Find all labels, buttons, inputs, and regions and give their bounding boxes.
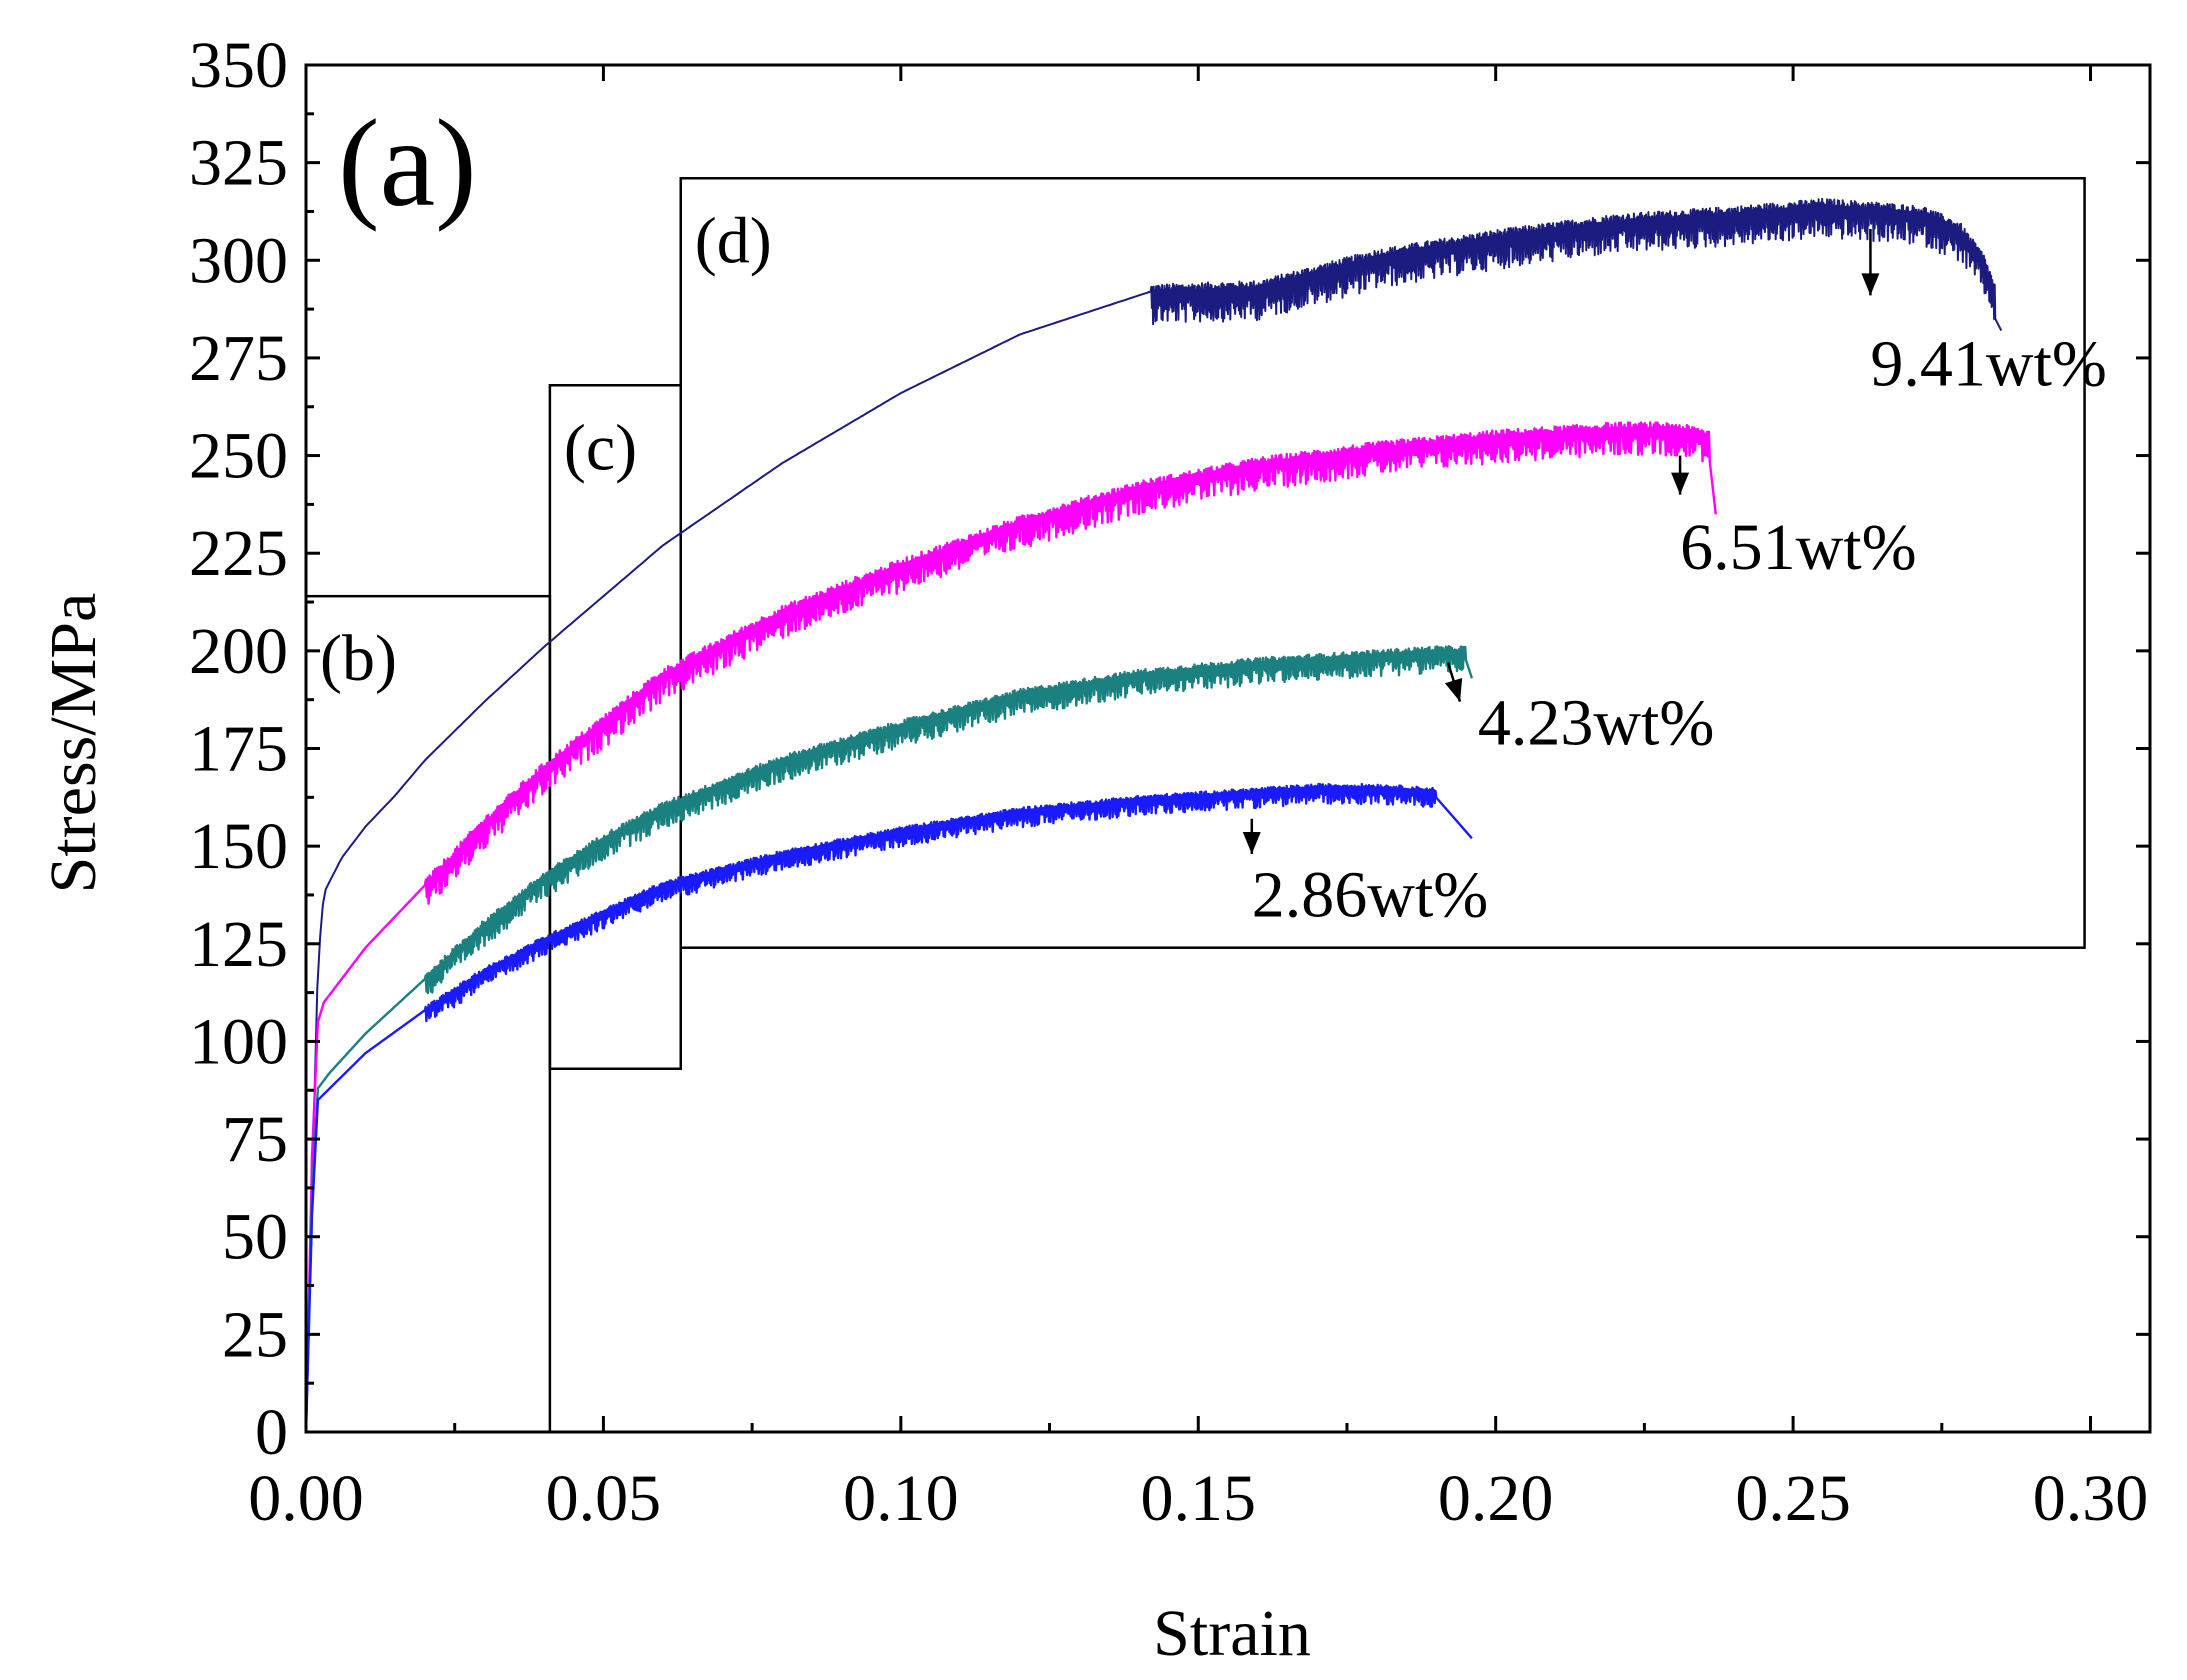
annotation-arrow-head [1861, 273, 1880, 296]
series-2-86wt- [304, 782, 1473, 1433]
series-annotation-label: 2.86wt% [1252, 858, 1488, 931]
region-label: (b) [320, 622, 397, 695]
y-tick-label: 350 [189, 29, 288, 102]
series-line [304, 782, 1473, 1433]
series-annotation-label: 6.51wt% [1680, 511, 1916, 584]
series-line [304, 421, 1717, 1433]
y-tick-label: 300 [189, 224, 288, 297]
series-9-41wt- [305, 197, 2003, 1433]
series-4-23wt- [304, 645, 1474, 1433]
series-annotations: 9.41wt% 6.51wt% 4.23wt% 2.86wt% [1242, 229, 2107, 931]
y-tick-label: 75 [222, 1103, 288, 1176]
x-tick-label: 0.25 [1735, 1462, 1851, 1535]
series-curves [304, 197, 2003, 1433]
annotation-arrow-head [1671, 472, 1690, 495]
y-axis-title: Stress/MPa [37, 593, 110, 894]
y-tick-label: 200 [189, 615, 288, 688]
region-box-d [679, 177, 2086, 949]
annotation-arrow-head [1242, 831, 1261, 854]
region-label: (c) [564, 411, 637, 484]
x-tick-label: 0.00 [248, 1462, 364, 1535]
series-annotation-label: 9.41wt% [1870, 327, 2106, 400]
y-tick-label: 250 [189, 420, 288, 493]
x-tick-label: 0.10 [843, 1462, 959, 1535]
y-tick-label: 50 [222, 1201, 288, 1274]
series-line [304, 645, 1474, 1433]
y-tick-label: 25 [222, 1298, 288, 1371]
x-tick-label: 0.05 [546, 1462, 662, 1535]
y-tick-label: 125 [189, 908, 288, 981]
y-tick-label: 0 [255, 1396, 288, 1469]
axes: 0 25 50 75 100 125 150 175 200 225 250 275 300 325 350… [189, 29, 2152, 1535]
panel-label: (a) [338, 95, 477, 233]
y-tick-label: 325 [189, 127, 288, 200]
x-axis-title: Strain [1153, 1597, 1311, 1670]
series-6-51wt- [304, 421, 1717, 1433]
series-annotation-label: 4.23wt% [1478, 687, 1714, 760]
x-tick-label: 0.20 [1438, 1462, 1554, 1535]
y-tick-label: 150 [189, 810, 288, 883]
y-tick-label: 275 [189, 322, 288, 395]
series-line [305, 197, 2003, 1433]
region-boxes: (b) (c) (d) [304, 177, 2086, 1434]
y-tick-label: 100 [189, 1005, 288, 1078]
region-label: (d) [695, 204, 772, 277]
x-tick-label: 0.15 [1141, 1462, 1257, 1535]
y-tick-label: 225 [189, 517, 288, 590]
y-tick-label: 175 [189, 713, 288, 786]
x-tick-label: 0.30 [2033, 1462, 2149, 1535]
annotation-arrow-head [1444, 677, 1463, 702]
